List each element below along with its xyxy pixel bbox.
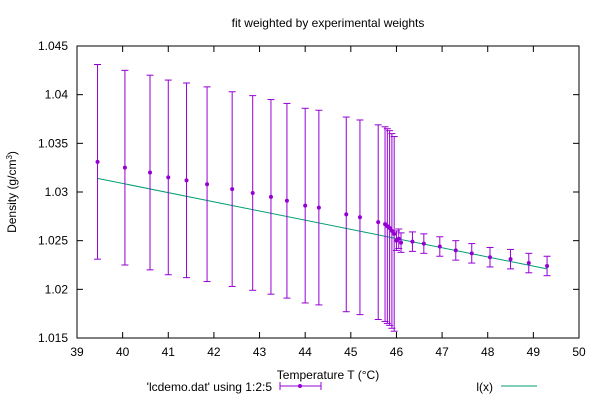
point-marker [545, 263, 550, 268]
y-axis-ticks: 1.015 1.02 1.025 1.03 1.035 1.04 1.045 [38, 39, 579, 345]
point-marker [392, 231, 397, 236]
x-axis-ticks: 39 40 41 42 43 44 45 46 47 48 49 50 [70, 46, 586, 359]
data-point [342, 116, 350, 313]
point-marker [453, 248, 458, 253]
y-tick-label: 1.03 [45, 185, 69, 199]
point-marker [526, 261, 531, 266]
data-point [374, 124, 382, 321]
point-marker [95, 159, 100, 164]
y-tick-label: 1.015 [38, 331, 68, 345]
x-tick-label: 48 [481, 345, 495, 359]
point-marker [205, 182, 210, 187]
x-tick-label: 45 [344, 345, 358, 359]
data-point [390, 136, 398, 332]
point-marker [284, 198, 289, 203]
point-marker [387, 226, 392, 231]
data-point [408, 231, 416, 252]
point-marker [166, 175, 171, 180]
point-marker [303, 203, 308, 208]
point-marker [122, 165, 127, 170]
point-marker [268, 194, 273, 199]
data-point [315, 109, 323, 306]
data-point [121, 69, 129, 266]
data-point [94, 63, 102, 260]
data-point [507, 248, 515, 270]
y-axis-label-sup: 3 [5, 155, 14, 160]
data-points-series [94, 63, 551, 332]
data-point [183, 82, 191, 279]
legend-label-data: 'lcdemo.dat' using 1:2:5 [147, 380, 273, 394]
y-tick-label: 1.045 [38, 39, 68, 53]
x-tick-label: 47 [435, 345, 449, 359]
x-tick-label: 42 [207, 345, 221, 359]
data-point [468, 243, 476, 264]
x-tick-label: 49 [527, 345, 541, 359]
data-point [267, 99, 275, 295]
data-point [203, 86, 211, 283]
point-marker [488, 255, 493, 260]
point-marker [389, 228, 394, 233]
point-marker [344, 212, 349, 217]
point-marker [250, 190, 255, 195]
x-tick-label: 39 [70, 345, 84, 359]
x-tick-label: 44 [299, 345, 313, 359]
y-tick-label: 1.025 [38, 234, 68, 248]
y-tick-label: 1.02 [45, 282, 69, 296]
point-marker [469, 251, 474, 256]
data-point [392, 230, 400, 251]
x-tick-label: 40 [116, 345, 130, 359]
point-marker [421, 241, 426, 246]
x-tick-label: 41 [162, 345, 176, 359]
point-marker [437, 244, 442, 249]
x-tick-label: 46 [390, 345, 404, 359]
point-marker [508, 257, 513, 262]
point-marker [184, 178, 189, 183]
point-marker [230, 187, 235, 192]
data-point [146, 74, 154, 271]
legend-label-fit: l(x) [476, 380, 493, 394]
data-point [397, 232, 405, 253]
data-point [301, 107, 309, 304]
data-point [452, 240, 460, 261]
data-point [486, 246, 494, 268]
legend-swatch-data [279, 382, 322, 390]
y-axis-label-main: Density (g/cm [5, 160, 19, 233]
point-marker [357, 215, 362, 220]
point-marker [148, 170, 153, 175]
data-point [388, 133, 396, 329]
x-axis-label: Temperature T (°C) [277, 368, 379, 382]
data-point [228, 91, 236, 287]
legend: 'lcdemo.dat' using 1:2:5 l(x) [147, 380, 537, 394]
y-axis-label: Density (g/cm3) [5, 151, 20, 233]
x-tick-label: 43 [253, 345, 267, 359]
data-point [543, 255, 551, 277]
point-marker [396, 236, 401, 241]
data-point [420, 233, 428, 254]
chart-title: fit weighted by experimental weights [232, 16, 425, 30]
data-point [356, 119, 364, 316]
data-point [525, 252, 533, 274]
legend-swatch-data-point [298, 384, 302, 388]
point-marker [376, 220, 381, 225]
y-tick-label: 1.035 [38, 136, 68, 150]
point-marker [410, 239, 415, 244]
data-point [249, 95, 257, 291]
y-axis-label-end: ) [5, 151, 19, 155]
data-point [283, 102, 291, 299]
y-tick-label: 1.04 [45, 88, 69, 102]
data-point [436, 236, 444, 257]
x-tick-label: 50 [572, 345, 586, 359]
point-marker [399, 240, 404, 245]
point-marker [316, 205, 321, 210]
data-point [164, 79, 172, 276]
